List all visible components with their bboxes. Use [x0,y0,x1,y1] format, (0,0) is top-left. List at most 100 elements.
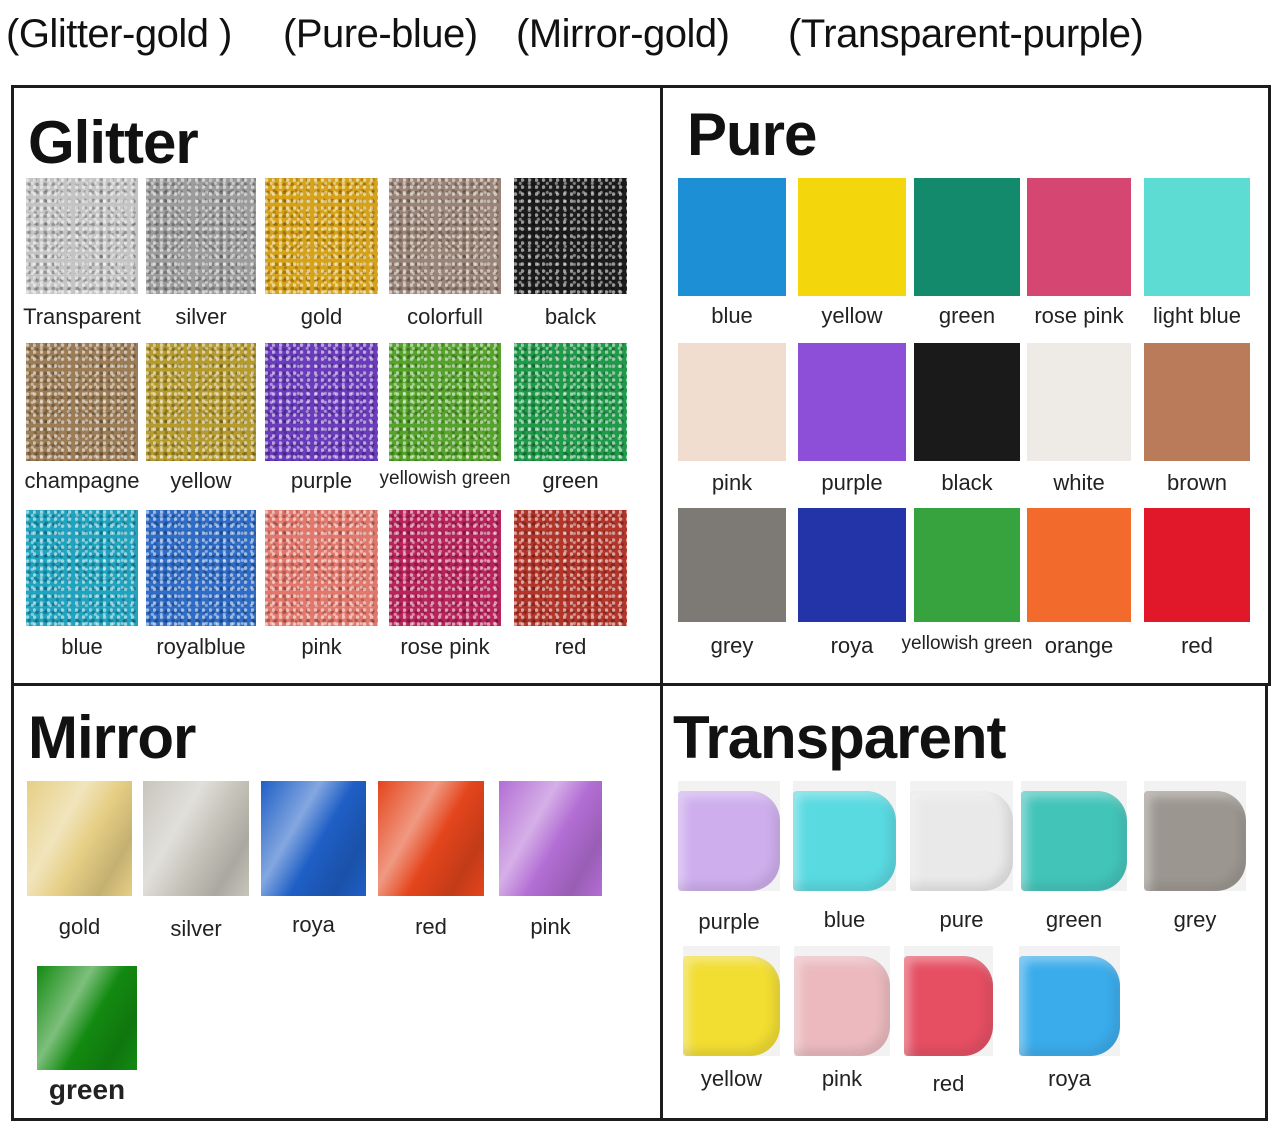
glitter-panel: Glitter Transparent silver gold colorfull ba… [11,85,663,686]
transparent-label: red [932,1071,965,1096]
glitter-label: green [542,468,599,493]
mirror-label: pink [530,914,571,939]
transparent-title: Transparent [673,704,1006,771]
glitter-swatch-colorfull [389,178,501,294]
pure-label: yellow [821,303,883,328]
pure-label: brown [1167,470,1227,495]
pure-swatch-purple [798,343,906,461]
transparent-label: green [1045,907,1103,932]
glitter-swatch-red [514,510,627,626]
pure-swatch-orange [1027,508,1131,622]
pure-label: red [1181,633,1213,658]
glitter-label: royalblue [156,634,246,659]
transparent-label: roya [1048,1066,1091,1091]
mirror-swatch-silver [143,781,249,896]
pure-label: pink [711,470,753,495]
mirror-title: Mirror [28,704,196,771]
glitter-label: purple [290,468,353,493]
acrylic-sheet-shape [794,956,890,1056]
transparent-swatch-roya [1019,946,1120,1056]
pure-panel: Pure blue yellow green rose pink light blue p… [660,85,1271,686]
pure-label: roya [830,633,874,658]
header-label-glitter-gold: (Glitter-gold ) [6,12,232,56]
mirror-swatch-green [37,966,137,1070]
glitter-swatch-yellowish-green [389,343,501,461]
glitter-label: silver [175,304,227,329]
mirror-label: silver [170,916,222,941]
glitter-label: gold [300,304,343,329]
acrylic-sheet-shape [1019,956,1120,1056]
glitter-swatch-gold [265,178,378,294]
glitter-swatch-pink [265,510,378,626]
glitter-label: rose pink [400,634,490,659]
acrylic-sheet-shape [678,791,780,891]
mirror-swatch-gold [27,781,132,896]
transparent-swatch-grey [1144,781,1246,891]
pure-swatch-yellow [798,178,906,296]
glitter-swatch-green [514,343,627,461]
acrylic-sheet-shape [1144,791,1246,891]
pure-label: light blue [1152,303,1242,328]
glitter-label: Transparent [23,304,141,329]
glitter-swatch-yellow [146,343,256,461]
pure-swatch-yellowish-green [914,508,1020,622]
glitter-swatch-champagne [26,343,138,461]
pure-swatch-pink [678,343,786,461]
header-label-transparent-purple: (Transparent-purple) [788,12,1144,56]
pure-swatch-blue [678,178,786,296]
mirror-label: green [48,1074,126,1105]
mirror-swatch-pink [499,781,602,896]
pure-label: blue [711,303,753,328]
glitter-title: Glitter [28,109,199,176]
glitter-label: yellowish green [379,468,511,489]
acrylic-sheet-shape [793,791,896,891]
transparent-swatch-pink [794,946,890,1056]
transparent-swatch-yellow [683,946,780,1056]
mirror-swatch-roya [261,781,366,896]
transparent-swatch-blue [793,781,896,891]
transparent-label: blue [823,907,866,932]
pure-swatch-light-blue [1144,178,1250,296]
glitter-label: balck [544,304,597,329]
acrylic-sheet-shape [910,791,1013,891]
glitter-swatch-silver [146,178,256,294]
mirror-label: roya [292,912,335,937]
acrylic-sheet-shape [683,956,780,1056]
transparent-label: pink [821,1066,863,1091]
transparent-swatch-green [1021,781,1127,891]
transparent-label: purple [698,909,760,934]
transparent-swatch-pure [910,781,1013,891]
pure-title: Pure [687,101,817,168]
header-label-mirror-gold: (Mirror-gold) [516,12,730,56]
pure-label: purple [821,470,883,495]
glitter-swatch-royalblue [146,510,256,626]
glitter-label: red [554,634,587,659]
mirror-panel: Mirror gold silver roya red pink green [11,683,663,1121]
header-label-pure-blue: (Pure-blue) [283,12,478,56]
pure-swatch-roya [798,508,906,622]
glitter-swatch-balck [514,178,627,294]
glitter-label: blue [61,634,103,659]
glitter-swatch-rose-pink [389,510,501,626]
glitter-label: colorfull [407,304,483,329]
pure-label: yellowish green [901,633,1033,654]
pure-label: orange [1044,633,1114,658]
pure-label: white [1053,470,1105,495]
pure-swatch-black [914,343,1020,461]
pure-swatch-grey [678,508,786,622]
transparent-label: yellow [700,1066,763,1091]
mirror-swatch-red [378,781,484,896]
glitter-swatch-purple [265,343,378,461]
glitter-label: pink [301,634,342,659]
transparent-label: pure [939,907,984,932]
mirror-label: red [415,914,447,939]
acrylic-sheet-shape [1021,791,1127,891]
pure-label: rose pink [1034,303,1124,328]
pure-swatch-rose-pink [1027,178,1131,296]
acrylic-sheet-shape [904,956,993,1056]
transparent-swatch-purple [678,781,780,891]
pure-swatch-green [914,178,1020,296]
transparent-panel: Transparent purple blue pure green grey yello… [660,683,1268,1121]
pure-swatch-brown [1144,343,1250,461]
glitter-swatch-blue [26,510,138,626]
